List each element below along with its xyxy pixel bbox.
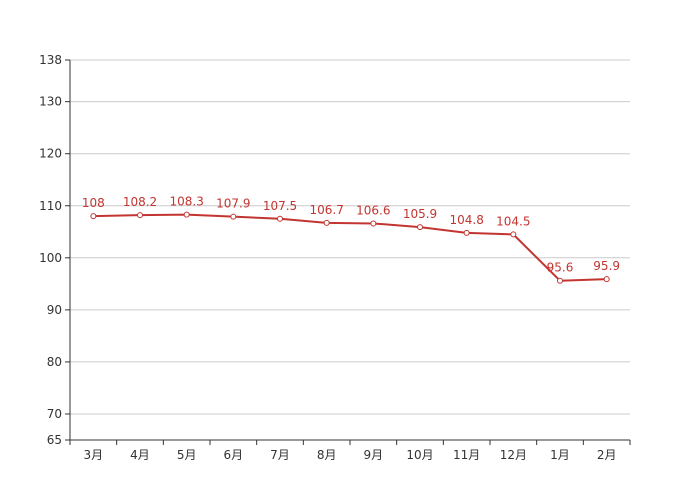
data-point xyxy=(137,212,143,219)
x-tick-label: 4月 xyxy=(130,448,150,462)
data-point xyxy=(463,229,470,236)
data-point xyxy=(510,231,517,238)
data-point xyxy=(90,213,97,220)
series-line xyxy=(93,213,607,282)
data-label: 108 xyxy=(82,196,105,210)
data-label: 106.6 xyxy=(356,203,390,217)
data-label: 107.9 xyxy=(216,197,250,211)
data-point xyxy=(603,276,610,283)
data-label: 104.5 xyxy=(496,214,530,228)
data-point xyxy=(370,220,377,227)
data-label: 106.7 xyxy=(309,203,343,217)
data-point xyxy=(557,277,563,284)
axes: 65 70 80 90 100 110 120 130 138 3月 4月 5月 6月 7月 8月 9月 10月… xyxy=(39,53,631,462)
y-tick-label: 65 xyxy=(47,433,62,447)
x-tick-label: 5月 xyxy=(177,448,197,462)
x-tick-label: 7月 xyxy=(270,448,290,462)
series-group xyxy=(90,211,610,284)
y-tick-label: 80 xyxy=(47,355,62,369)
x-tick-label: 11月 xyxy=(453,448,480,462)
data-label: 105.9 xyxy=(403,207,437,221)
data-labels: 108 108.2 108.3 107.9 107.5 106.7 106.6 105.9 10… xyxy=(82,195,620,275)
data-point xyxy=(417,224,423,231)
y-tick-label: 90 xyxy=(47,303,62,317)
grid-lines xyxy=(70,59,630,415)
data-label: 108.3 xyxy=(169,195,203,209)
data-point xyxy=(230,213,237,220)
y-tick-label: 130 xyxy=(39,95,62,109)
y-tick-label: 138 xyxy=(39,53,62,67)
x-tick-label: 12月 xyxy=(500,448,527,462)
data-label: 108.2 xyxy=(123,195,157,209)
x-tick-label: 1月 xyxy=(550,448,570,462)
x-tick-label: 6月 xyxy=(224,448,244,462)
y-tick-label: 110 xyxy=(39,199,62,213)
data-label: 104.8 xyxy=(449,213,483,227)
y-tick-label: 120 xyxy=(39,147,62,161)
data-point xyxy=(183,211,190,218)
data-label: 107.5 xyxy=(263,199,297,213)
data-point xyxy=(277,215,283,222)
x-tick-label: 2月 xyxy=(597,448,617,462)
x-tick-label: 9月 xyxy=(364,448,384,462)
x-tick-label: 8月 xyxy=(317,448,337,462)
data-point xyxy=(323,219,330,226)
data-label: 95.6 xyxy=(547,261,574,275)
y-tick-label: 100 xyxy=(39,251,62,265)
y-tick-label: 70 xyxy=(47,407,62,421)
x-tick-label: 3月 xyxy=(84,448,104,462)
data-label: 95.9 xyxy=(593,259,620,273)
x-tick-label: 10月 xyxy=(406,448,433,462)
